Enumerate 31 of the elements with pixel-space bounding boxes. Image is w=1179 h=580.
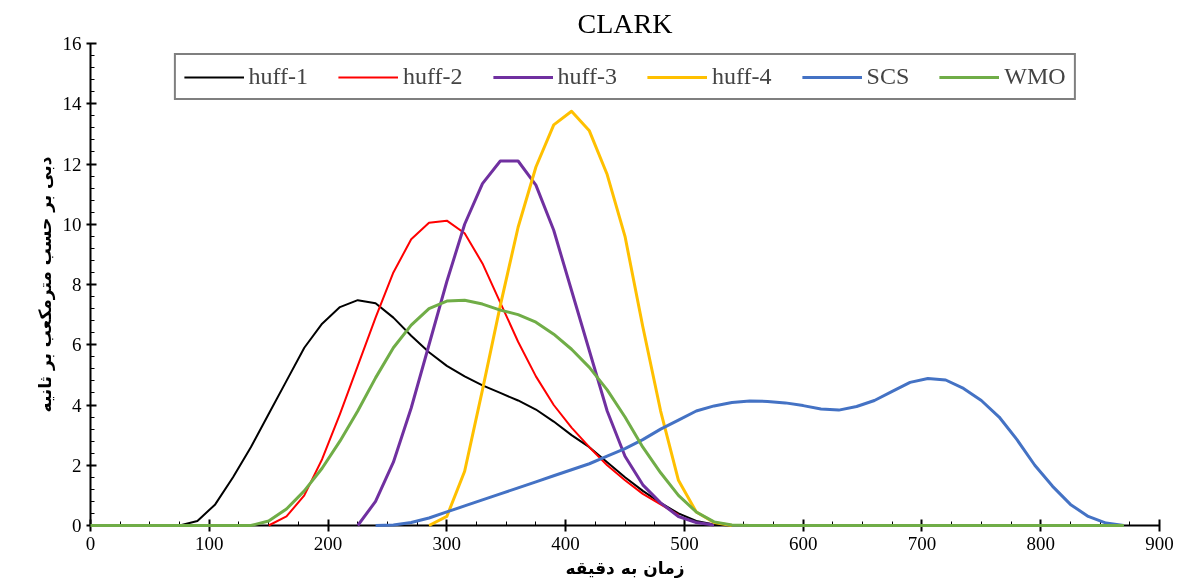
y-tick-label: 10 — [62, 213, 82, 235]
x-tick-label: 200 — [313, 532, 343, 554]
y-tick-label: 2 — [72, 454, 82, 476]
legend-label: huff-4 — [712, 63, 772, 90]
x-tick-label: 900 — [1145, 532, 1174, 554]
y-tick-label: 6 — [72, 334, 82, 356]
x-tick-label: 500 — [670, 532, 699, 554]
legend-label: huff-2 — [402, 63, 463, 90]
line-series — [267, 219, 680, 527]
legend-label: huff-3 — [557, 63, 618, 90]
line-series — [427, 109, 734, 527]
x-tick-label: 300 — [432, 532, 462, 554]
x-tick-label: 100 — [195, 532, 224, 554]
y-tick-label: 16 — [62, 33, 82, 54]
y-tick-label: 0 — [72, 515, 82, 536]
y-tick-label: 14 — [62, 93, 82, 115]
x-tick-label: 400 — [551, 532, 580, 554]
line-series — [89, 298, 1126, 527]
legend-label: huff-1 — [248, 63, 308, 90]
y-tick-label: 8 — [72, 274, 82, 295]
x-axis-title: زمان به دقیقه — [565, 557, 685, 578]
line-series — [356, 159, 716, 527]
x-tick-label: 800 — [1026, 532, 1055, 554]
y-tick-label: 12 — [62, 153, 82, 175]
y-axis-title: دبی بر حسب مترمکعب بر ثانیه — [34, 156, 56, 413]
x-tick-label: 600 — [788, 532, 818, 554]
legend-label: SCS — [866, 63, 910, 90]
chart-title: CLARK — [577, 7, 673, 39]
legend-label: WMO — [1004, 63, 1066, 90]
x-tick-label: 700 — [907, 532, 937, 554]
y-tick-label: 4 — [72, 394, 82, 416]
